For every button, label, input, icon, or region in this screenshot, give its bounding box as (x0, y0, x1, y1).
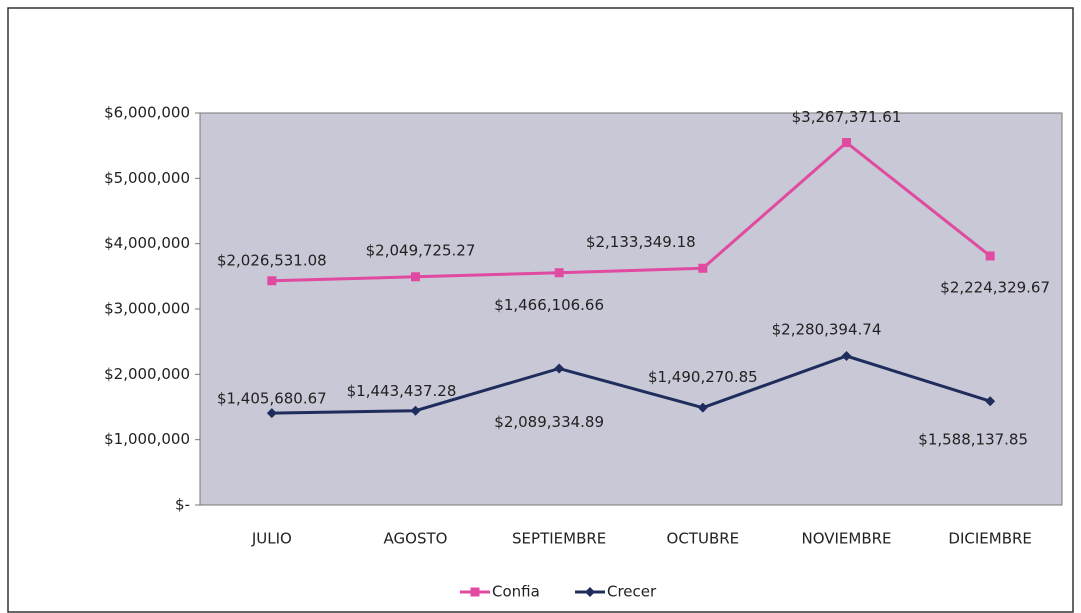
data-label: $1,588,137.85 (918, 431, 1028, 449)
y-tick-label: $6,000,000 (104, 104, 190, 122)
data-label: $1,443,437.28 (347, 382, 457, 400)
y-tick-label: $4,000,000 (104, 234, 190, 252)
data-label: $1,466,106.66 (494, 296, 604, 314)
x-tick-label: DICIEMBRE (948, 530, 1031, 548)
point (841, 351, 852, 362)
point (554, 363, 565, 374)
x-tick-label: NOVIEMBRE (801, 530, 891, 548)
y-tick-label: $2,000,000 (104, 365, 190, 383)
legend-marker (470, 587, 480, 597)
x-tick-label: JULIO (251, 530, 292, 548)
point (985, 251, 995, 261)
data-label: $2,026,531.08 (217, 251, 327, 269)
y-tick-label: $3,000,000 (104, 300, 190, 318)
point (554, 268, 564, 278)
series-line (271, 140, 992, 283)
x-tick-label: SEPTIEMBRE (512, 530, 606, 548)
y-tick-label: $5,000,000 (104, 169, 190, 187)
data-label: $2,089,334.89 (494, 413, 604, 431)
point (267, 276, 277, 286)
point (266, 408, 277, 419)
point (985, 396, 996, 407)
point (698, 263, 708, 273)
plot-area (199, 112, 1063, 506)
point (697, 402, 708, 413)
point (842, 138, 851, 148)
data-label: $1,405,680.67 (217, 390, 327, 408)
legend-label: Crecer (607, 583, 657, 601)
x-tick-label: AGOSTO (384, 530, 448, 548)
y-tick-label: $1,000,000 (104, 430, 190, 448)
point (410, 405, 421, 416)
legend-marker (585, 587, 595, 597)
x-tick-label: OCTUBRE (667, 530, 740, 548)
series-line (271, 354, 991, 415)
y-tick-label: $- (175, 496, 190, 514)
data-label: $2,133,349.18 (586, 233, 696, 251)
data-label: $2,049,725.27 (366, 241, 476, 259)
legend-label: Confia (492, 583, 540, 601)
data-label: $2,280,394.74 (772, 321, 882, 339)
data-label: $1,490,270.85 (648, 368, 758, 386)
point (411, 272, 420, 282)
data-label: $3,267,371.61 (792, 108, 902, 126)
data-label: $2,224,329.67 (940, 278, 1050, 296)
